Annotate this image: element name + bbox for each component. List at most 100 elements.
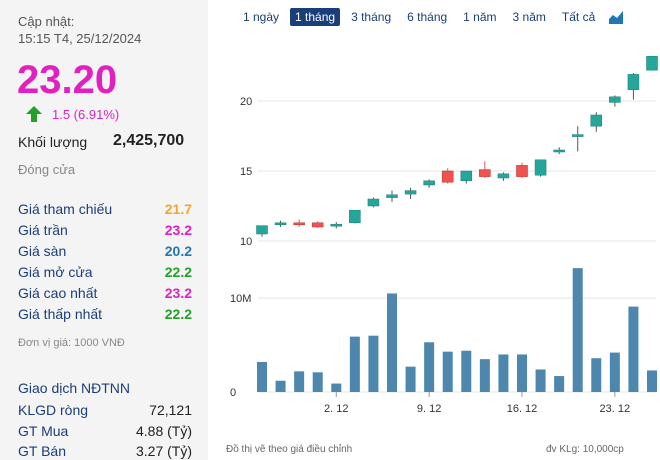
volume-bar bbox=[572, 268, 583, 392]
tab-all[interactable]: Tất cả bbox=[561, 10, 596, 24]
tab-3-years[interactable]: 3 năm bbox=[512, 10, 546, 24]
volume-bar bbox=[517, 354, 527, 392]
x-tick-label: 2. 12 bbox=[324, 403, 348, 415]
volume-tick-label: 10M bbox=[230, 293, 251, 305]
price-unit-note: Đơn vị giá: 1000 VNĐ bbox=[18, 337, 125, 349]
stat-value: 22.2 bbox=[164, 264, 192, 280]
volume-bar bbox=[275, 380, 286, 392]
stat-value: 23.2 bbox=[164, 285, 192, 301]
volume-bar bbox=[609, 352, 620, 392]
tab-3-months[interactable]: 3 tháng bbox=[351, 10, 392, 24]
candle-body bbox=[497, 173, 510, 179]
candle-body bbox=[274, 222, 287, 226]
area-chart-icon[interactable] bbox=[608, 9, 625, 25]
stat-floor-price: Giá sàn 20.2 bbox=[18, 243, 192, 263]
candle-body bbox=[423, 180, 435, 186]
foreign-buy-value: GT Mua 4.88 (Tỷ) bbox=[18, 423, 192, 439]
tab-6-months[interactable]: 6 tháng bbox=[407, 10, 448, 24]
tab-1-month[interactable]: 1 tháng bbox=[290, 8, 341, 26]
stat-reference-price: Giá tham chiếu 21.7 bbox=[18, 201, 192, 221]
volume-bar bbox=[442, 351, 453, 392]
volume-bar bbox=[405, 366, 416, 392]
current-price: 23.20 bbox=[17, 58, 118, 102]
volume-bar bbox=[591, 358, 602, 392]
stat-label: Giá sàn bbox=[18, 243, 67, 259]
candle-body bbox=[441, 170, 454, 183]
candle-body bbox=[553, 149, 565, 153]
price-tick-label: 10 bbox=[240, 236, 252, 248]
volume-bar bbox=[294, 371, 305, 392]
candle-body bbox=[646, 55, 658, 71]
candle-body bbox=[460, 170, 473, 182]
volume-label: Khối lượng bbox=[18, 134, 88, 150]
foreign-row-value: 72,121 bbox=[149, 402, 192, 418]
candle-body bbox=[534, 159, 547, 176]
stat-open-price: Giá mở cửa 22.2 bbox=[18, 264, 192, 284]
price-tick-label: 20 bbox=[240, 96, 252, 108]
volume-bar bbox=[257, 361, 267, 392]
volume-bar bbox=[331, 383, 342, 392]
volume-bar bbox=[387, 293, 397, 392]
stat-value: 23.2 bbox=[164, 222, 192, 238]
candle-body bbox=[386, 194, 398, 198]
tab-1-year[interactable]: 1 năm bbox=[463, 10, 497, 24]
stat-low-price: Giá thấp nhất 22.2 bbox=[18, 306, 192, 326]
candle-body bbox=[330, 223, 343, 227]
volume-bar bbox=[647, 370, 657, 392]
volume-bar bbox=[554, 376, 565, 392]
candle-body bbox=[609, 96, 621, 103]
foreign-row-value: 4.88 (Tỷ) bbox=[135, 423, 192, 439]
up-arrow-icon bbox=[26, 106, 42, 122]
volume-bar bbox=[461, 350, 472, 392]
stat-high-price: Giá cao nhất 23.2 bbox=[18, 285, 192, 305]
chart-footnote: Đồ thị vẽ theo giá điều chỉnh bbox=[226, 444, 353, 455]
foreign-trading-title: Giao dịch NĐTNN bbox=[18, 380, 131, 396]
close-label: Đóng cửa bbox=[18, 162, 76, 177]
volume-bar bbox=[368, 335, 379, 392]
tab-1-day[interactable]: 1 ngày bbox=[243, 10, 280, 24]
x-tick-label: 9. 12 bbox=[417, 403, 441, 415]
volume-bar bbox=[535, 369, 546, 392]
candle-body bbox=[256, 225, 268, 235]
candle-body bbox=[571, 134, 584, 137]
updated-label: Cập nhật: bbox=[18, 14, 75, 29]
stat-label: Giá tham chiếu bbox=[18, 201, 113, 217]
price-tick-label: 15 bbox=[240, 166, 252, 178]
quote-panel: Cập nhật: 15:15 T4, 25/12/2024 23.20 1.5… bbox=[0, 0, 208, 460]
foreign-net-volume: KLGD ròng 72,121 bbox=[18, 402, 192, 418]
volume-value: 2,425,700 bbox=[113, 132, 185, 149]
stat-ceiling-price: Giá trần 23.2 bbox=[18, 222, 192, 242]
candle-body bbox=[311, 222, 324, 228]
stat-label: Giá cao nhất bbox=[18, 285, 98, 301]
volume-bar bbox=[312, 372, 323, 392]
stat-value: 21.7 bbox=[164, 201, 192, 217]
candle-body bbox=[367, 198, 380, 207]
time-range-tabs: 1 ngày 1 tháng 3 tháng 6 tháng 1 năm 3 n… bbox=[238, 8, 625, 26]
x-tick-label: 23. 12 bbox=[600, 403, 631, 415]
candle-body bbox=[627, 74, 640, 91]
price-change-row: 1.5 (6.91%) bbox=[26, 106, 119, 122]
volume-tick-label: 0 bbox=[230, 387, 236, 399]
candle-body bbox=[404, 190, 417, 195]
updated-time: 15:15 T4, 25/12/2024 bbox=[18, 31, 142, 46]
price-change: 1.5 (6.91%) bbox=[52, 106, 120, 122]
volume-bar bbox=[349, 336, 360, 392]
volume-bar bbox=[424, 342, 435, 392]
stat-label: Giá trần bbox=[18, 222, 68, 238]
foreign-row-label: KLGD ròng bbox=[18, 402, 89, 418]
foreign-row-label: GT Mua bbox=[18, 423, 69, 439]
x-tick-label: 16. 12 bbox=[507, 403, 538, 415]
stat-label: Giá mở cửa bbox=[18, 264, 93, 280]
candle-body bbox=[590, 114, 603, 127]
foreign-row-label: GT Bán bbox=[18, 443, 66, 459]
volume-unit-note: đv KLg: 10,000cp bbox=[546, 444, 624, 455]
candle-body bbox=[479, 169, 491, 177]
volume-bar bbox=[628, 306, 639, 392]
volume-bar bbox=[498, 354, 509, 392]
stat-value: 20.2 bbox=[164, 243, 192, 259]
stat-value: 22.2 bbox=[164, 306, 192, 322]
candle-body bbox=[349, 209, 361, 224]
foreign-sell-value: GT Bán 3.27 (Tỷ) bbox=[18, 443, 192, 459]
candle-body bbox=[293, 222, 305, 226]
